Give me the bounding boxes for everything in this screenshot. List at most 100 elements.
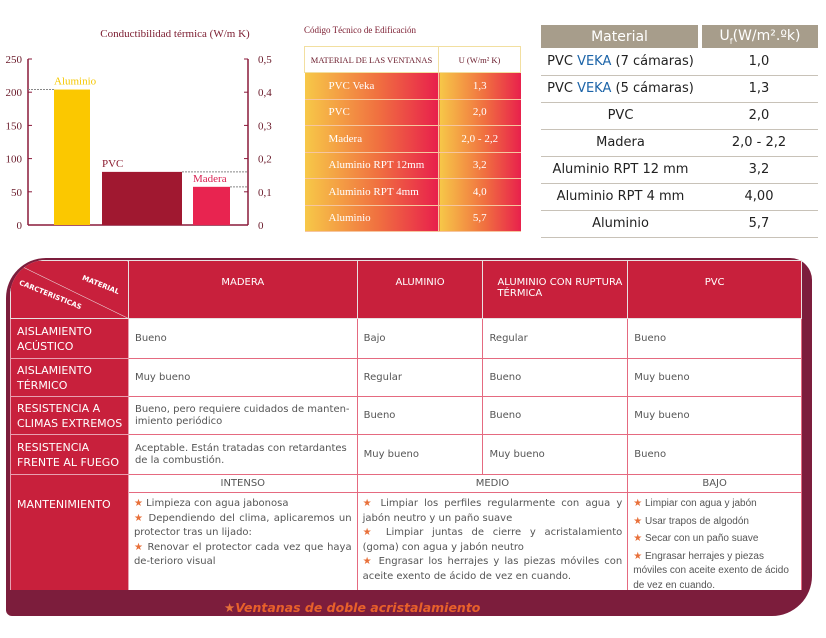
material-comparison-panel: MATERIAL CARCTERISTICAS MADERA ALUMINIO … bbox=[6, 258, 812, 616]
uf-material-name: Aluminio RPT 4 mm bbox=[556, 189, 685, 204]
comparison-cell: Regular bbox=[356, 358, 484, 397]
cte-material: PVC bbox=[304, 99, 439, 126]
uf-row: Madera 2,0 - 2,2 bbox=[541, 129, 818, 157]
cte-material: Aluminio RPT 4mm bbox=[304, 178, 439, 206]
cte-row: Aluminio RPT 12mm 3,2 bbox=[304, 152, 521, 179]
comparison-cell: Regular bbox=[482, 318, 629, 359]
bar-aluminio bbox=[54, 89, 90, 225]
comparison-cell: Bueno bbox=[482, 358, 629, 397]
uf-row: Aluminio 5,7 bbox=[541, 210, 818, 238]
column-aluminio: ALUMINIO bbox=[356, 260, 484, 319]
cte-material: Aluminio RPT 12mm bbox=[304, 152, 439, 179]
uf-value: 1,3 bbox=[700, 75, 818, 103]
star-icon: ★ bbox=[362, 498, 375, 509]
column-aluminio-rpt: ALUMINIO CON RUPTURA TÉRMICA bbox=[482, 260, 629, 319]
maintenance-level-row: MANTENIMIENTO INTENSO MEDIO BAJO bbox=[10, 474, 802, 590]
comparison-row: RESISTENCIA FRENTE AL FUEGO Aceptable. Es… bbox=[10, 434, 802, 475]
cte-u-value: 4,0 bbox=[438, 178, 521, 206]
star-icon: ★ bbox=[133, 498, 143, 509]
bar-label: Madera bbox=[193, 173, 227, 185]
star-icon: ★ bbox=[224, 600, 236, 615]
uf-material-detail: (5 cámaras) bbox=[611, 81, 694, 96]
comparison-cell: Muy bueno bbox=[127, 358, 358, 397]
maintenance-item: ★ Engrasar herrajes y piezas móviles con… bbox=[633, 550, 796, 591]
uf-row: Aluminio RPT 4 mm 4,00 bbox=[541, 183, 818, 211]
comparison-cell: Bueno bbox=[127, 318, 358, 359]
cte-row: PVC 2,0 bbox=[304, 99, 521, 126]
maintenance-text: Limpiar los perfiles regularmente con ag… bbox=[362, 498, 623, 524]
right-tick-label: 0,1 bbox=[258, 187, 272, 199]
maintenance-text: Renovar el protector cada vez que haya d… bbox=[133, 541, 352, 568]
maintenance-text: Dependiendo del clima, aplicaremos un pr… bbox=[133, 512, 352, 539]
level-pvc: BAJO bbox=[627, 474, 802, 493]
maintenance-row: ★ Limpieza con agua jabonosa ★ Dependiend… bbox=[11, 492, 802, 591]
right-tick-label: 0,4 bbox=[258, 87, 272, 99]
maintenance-text: Limpieza con agua jabonosa bbox=[146, 498, 289, 509]
cte-header-u: U (W/m² K) bbox=[438, 46, 521, 73]
maintenance-madera: ★ Limpieza con agua jabonosa ★ Dependiend… bbox=[127, 492, 358, 590]
maintenance-text: Engrasar los herrajes y las piezas móvil… bbox=[362, 556, 623, 582]
uf-value: 2,0 - 2,2 bbox=[700, 129, 818, 157]
thermal-conductivity-chart: Conductibilidad térmica (W/m K) 250 200 150… bbox=[6, 28, 273, 232]
uf-value: 4,00 bbox=[700, 183, 818, 211]
uf-material: PVC bbox=[541, 102, 700, 130]
bar-label: Aluminio bbox=[54, 76, 97, 88]
cte-material: PVC Veka bbox=[304, 72, 439, 100]
bar-label: PVC bbox=[102, 158, 123, 170]
cte-u-value: 2,0 - 2,2 bbox=[438, 125, 521, 153]
uf-symbol: U bbox=[719, 27, 730, 44]
maintenance-item: ★ Usar trapos de algodón bbox=[633, 515, 796, 530]
cte-title: Código Técnico de Edificación bbox=[304, 25, 417, 35]
material-comparison-table: MATERIAL CARCTERISTICAS MADERA ALUMINIO … bbox=[10, 260, 802, 590]
row-label: AISLAMIENTO TÉRMICO bbox=[10, 358, 129, 397]
corner-header: MATERIAL CARCTERISTICAS bbox=[10, 260, 129, 319]
uf-material-name: Aluminio bbox=[592, 216, 649, 231]
uf-value: 2,0 bbox=[700, 102, 818, 130]
row-label: RESISTENCIA A CLIMAS EXTREMOS bbox=[10, 396, 129, 435]
maintenance-item: ★ Renovar el protector cada vez que haya… bbox=[134, 541, 352, 570]
comparison-cell: Muy bueno bbox=[482, 434, 629, 475]
uf-material-name: PVC bbox=[547, 53, 578, 69]
comparison-cell: Bajo bbox=[356, 318, 484, 359]
cte-u-value: 2,0 bbox=[438, 99, 521, 126]
uf-header-value: Uf(W/m².ºk) bbox=[698, 25, 818, 48]
bar-pvc bbox=[102, 171, 182, 225]
right-tick-label: 0,3 bbox=[258, 120, 272, 132]
cte-u-value: 1,3 bbox=[438, 72, 521, 100]
star-icon: ★ bbox=[133, 541, 144, 553]
uf-material-name: PVC bbox=[547, 81, 578, 96]
star-icon: ★ bbox=[633, 533, 643, 544]
maintenance-item: ★ Engrasar los herrajes y las piezas móv… bbox=[363, 555, 623, 584]
maintenance-text: Secar con un paño suave bbox=[645, 533, 759, 544]
comparison-cell: Aceptable. Están tratadas con retardante… bbox=[127, 434, 358, 475]
level-aluminio: MEDIO bbox=[356, 474, 629, 493]
cte-row: PVC Veka 1,3 bbox=[304, 72, 521, 100]
cte-row: Aluminio RPT 4mm 4,0 bbox=[304, 178, 521, 206]
maintenance-item: ★ Limpiar con agua y jabón bbox=[633, 497, 796, 512]
uf-material-name: Aluminio RPT 12 mm bbox=[552, 162, 689, 177]
uf-row: PVC 2,0 bbox=[541, 102, 818, 130]
star-icon: ★ bbox=[633, 515, 643, 527]
corner-characteristics: CARCTERISTICAS bbox=[17, 278, 83, 312]
uf-material: PVC VEKA (5 cámaras) bbox=[541, 75, 700, 103]
uf-subscript: f bbox=[729, 36, 733, 46]
comparison-row: AISLAMIENTO TÉRMICO Muy bueno Regular Bueno… bbox=[10, 358, 802, 397]
footnote: ★Ventanas de doble acristalamiento bbox=[224, 600, 480, 615]
comparison-cell: Muy bueno bbox=[627, 396, 802, 435]
uf-row: PVC VEKA (5 cámaras) 1,3 bbox=[541, 75, 818, 103]
left-tick-label: 250 bbox=[6, 54, 23, 66]
maintenance-item: ★ Limpieza con agua jabonosa bbox=[134, 497, 352, 512]
row-label: MANTENIMIENTO bbox=[10, 474, 129, 590]
row-label: AISLAMIENTO ACÚSTICO bbox=[10, 318, 129, 359]
uf-brand: VEKA bbox=[577, 53, 612, 69]
star-icon: ★ bbox=[362, 527, 378, 538]
star-icon: ★ bbox=[633, 498, 643, 509]
maintenance-item: ★ Limpiar juntas de cierre y acristalami… bbox=[363, 526, 623, 555]
comparison-cell: Bueno bbox=[482, 396, 629, 435]
uf-row: PVC VEKA (7 cámaras) 1,0 bbox=[541, 48, 818, 76]
comparison-cell: Bueno bbox=[627, 434, 802, 475]
maintenance-pvc: ★ Limpiar con agua y jabón ★ Usar trapos … bbox=[627, 492, 802, 591]
footnote-text: Ventanas de doble acristalamiento bbox=[235, 600, 481, 615]
corner-material: MATERIAL bbox=[80, 273, 121, 297]
cte-u-value: 5,7 bbox=[438, 205, 521, 232]
